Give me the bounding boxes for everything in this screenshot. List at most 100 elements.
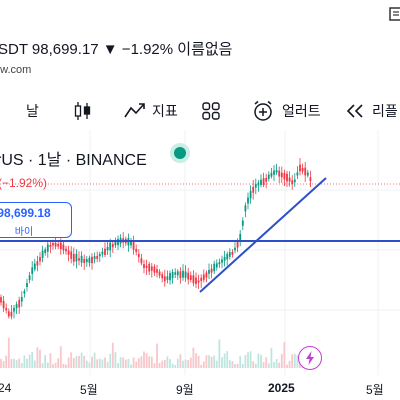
candle-body <box>31 267 34 274</box>
volume-bar <box>2 361 5 368</box>
chart-type-button[interactable] <box>74 92 92 130</box>
candle-body <box>278 170 281 177</box>
candle-body <box>169 273 171 281</box>
volume-bar <box>202 361 205 368</box>
volume-bar <box>244 355 247 368</box>
candle-body <box>195 277 197 284</box>
volume-bar <box>96 359 99 368</box>
volume-bar <box>20 363 23 368</box>
volume-bar <box>156 343 158 368</box>
volume-bar <box>93 352 96 368</box>
volume-bar <box>80 352 83 368</box>
symbol-info[interactable]: rUS · 1날 · BINANCE <box>0 152 147 169</box>
candle-body <box>291 180 294 185</box>
candle-body <box>182 270 184 278</box>
chart-canvas[interactable] <box>0 130 400 400</box>
candle-body <box>78 258 80 261</box>
candle-body <box>13 307 15 312</box>
volume-bar <box>59 346 62 368</box>
candle-body <box>161 274 164 279</box>
volume-bar <box>179 354 182 368</box>
volume-bar <box>57 358 60 368</box>
volume-bar <box>273 361 275 368</box>
candle-body <box>150 266 153 271</box>
alert-label: 얼러트 <box>282 103 321 119</box>
volume-bar <box>91 356 93 368</box>
candle-body <box>5 307 8 311</box>
candle-body <box>262 178 265 186</box>
candle-body <box>135 248 138 252</box>
candle-body <box>93 256 96 260</box>
volume-bar <box>137 358 140 368</box>
volume-bar <box>226 351 229 368</box>
volume-bar <box>182 360 184 368</box>
volume-bar <box>286 364 288 368</box>
indicators-button[interactable]: 지표 <box>124 92 178 130</box>
candle-body <box>85 259 88 263</box>
reader-icon[interactable] <box>388 6 400 22</box>
interval-button[interactable]: 날 <box>26 92 39 130</box>
site-url[interactable]: ew.com <box>0 64 32 76</box>
candle-body <box>88 257 91 263</box>
alert-button[interactable]: 얼러트 <box>252 92 321 130</box>
candle-body <box>153 266 156 273</box>
live-dot-icon <box>174 147 186 159</box>
volume-bar <box>5 355 8 368</box>
volume-bar <box>270 347 273 368</box>
volume-bar <box>213 355 216 368</box>
volume-bar <box>163 359 166 368</box>
price-chart[interactable] <box>0 130 400 400</box>
volume-bar <box>267 363 270 368</box>
volume-bar <box>54 362 57 368</box>
price-change: (−1.92%) <box>0 176 48 190</box>
volume-bar <box>249 351 252 368</box>
candle-body <box>205 272 208 278</box>
candle-body <box>28 275 31 281</box>
candle-body <box>59 242 62 250</box>
indicators-icon <box>124 103 145 118</box>
candle-body <box>252 186 255 193</box>
indicators-label: 지표 <box>152 103 178 119</box>
quick-action-button[interactable] <box>298 346 322 370</box>
candle-body <box>187 272 190 280</box>
volume-bar <box>241 364 244 368</box>
volume-bar <box>33 360 36 368</box>
volume-bar <box>280 353 283 368</box>
volume-bar <box>145 353 148 368</box>
candle-body <box>143 264 145 268</box>
volume-bar <box>236 363 239 368</box>
volume-bar <box>135 361 138 368</box>
candle-body <box>109 242 112 251</box>
candle-body <box>208 269 210 274</box>
volume-bar <box>158 362 161 368</box>
volume-bar <box>291 354 294 368</box>
volume-bar <box>26 358 28 368</box>
volume-bar <box>228 359 231 368</box>
candle-body <box>145 265 148 268</box>
volume-bar <box>36 347 39 368</box>
volume-bar <box>67 357 70 368</box>
volume-bar <box>75 356 78 368</box>
chart-toolbar: 날 지표 얼러트 <box>0 92 400 130</box>
candle-body <box>215 263 218 268</box>
replay-button[interactable]: 리플 <box>346 92 398 130</box>
volume-bar <box>39 349 41 368</box>
candle-body <box>213 263 216 272</box>
candle-body <box>275 170 278 173</box>
candle-body <box>200 277 203 281</box>
volume-bar <box>275 359 278 368</box>
volume-bar <box>70 352 73 368</box>
candle-body <box>254 183 257 188</box>
volume-bar <box>23 355 26 368</box>
volume-bar <box>239 356 242 368</box>
volume-bar <box>15 360 18 368</box>
rewind-icon <box>346 104 363 118</box>
volume-bar <box>111 342 114 368</box>
candle-body <box>231 251 234 255</box>
candle-body <box>2 300 5 309</box>
volume-bar <box>247 352 249 368</box>
candle-body <box>15 304 18 309</box>
buy-button[interactable]: 98,699.18 바이 <box>0 202 72 238</box>
volume-bar <box>197 355 200 368</box>
templates-button[interactable] <box>201 92 221 130</box>
